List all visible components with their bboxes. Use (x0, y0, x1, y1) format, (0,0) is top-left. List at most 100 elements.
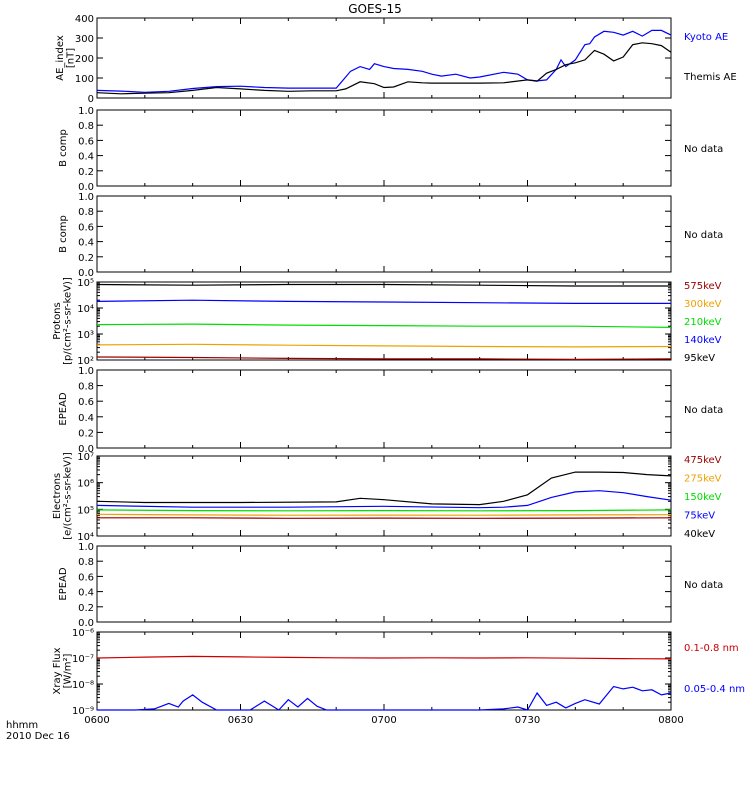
y-tick-label: 0.8 (78, 121, 94, 132)
y-tick-label: 300 (75, 34, 94, 45)
series-275kev (96, 513, 672, 516)
panel-frame (96, 369, 672, 449)
y-tick-label: 0.0 (78, 182, 94, 193)
legend-entry: 95keV (684, 353, 715, 364)
y-tick-label: 1.0 (78, 366, 94, 377)
panel-bcomp1: 0.0 0.2 0.4 0.6 0.8 1.0 B comp No data (58, 106, 723, 193)
series-475kev (97, 517, 672, 519)
series-95kev (96, 283, 671, 287)
y-tick-label: 0.6 (78, 136, 94, 147)
y-tick-label: 0.6 (78, 572, 94, 583)
panel-frame (96, 17, 672, 99)
x-tick-label: 0630 (228, 715, 253, 726)
y-tick-label: 10⁶ (77, 479, 94, 490)
legend-entry: 40keV (684, 529, 715, 540)
y-tick-label: 0.2 (78, 603, 94, 614)
legend-entry: Kyoto AE (684, 32, 728, 43)
y-tick-label: 0.4 (78, 152, 94, 163)
series-0-1-0-8-nm (96, 655, 672, 660)
series-300kev (96, 343, 672, 348)
y-tick-label: 0.2 (78, 167, 94, 178)
y-tick-label: 10² (77, 356, 94, 367)
y-tick-label: 10⁴ (77, 304, 94, 315)
panel-epead1: 0.0 0.2 0.4 0.6 0.8 1.0 EPEAD No data (58, 366, 723, 455)
series-140kev (96, 299, 671, 304)
y-tick-label: 10⁻⁸ (72, 680, 94, 691)
x-tick-label: 0800 (658, 715, 683, 726)
y-axis-label: B comp (58, 129, 69, 167)
y-tick-label: 400 (75, 14, 94, 25)
y-axis-label: EPEAD (58, 567, 69, 601)
legend-no-data: No data (684, 580, 723, 591)
series-kyoto-ae (96, 29, 672, 93)
legend-no-data: No data (684, 405, 723, 416)
y-tick-label: 0.0 (78, 618, 94, 629)
y-tick-label: 0.2 (78, 253, 94, 264)
y-tick-label: 0.6 (78, 397, 94, 408)
y-tick-label: 0.0 (78, 444, 94, 455)
legend-entry: Themis AE (683, 72, 737, 83)
chart-title: GOES-15 (348, 2, 402, 16)
legend-entry: 300keV (684, 299, 722, 310)
date-label: 2010 Dec 16 (6, 731, 70, 742)
series-75kev (96, 490, 672, 509)
y-tick-label: 100 (75, 74, 94, 85)
y-axis-label: AE_index[nT] (55, 35, 77, 81)
y-tick-label: 0.2 (78, 428, 94, 439)
panel-frame (96, 631, 672, 711)
y-tick-label: 10⁴ (77, 532, 94, 543)
series-210kev (96, 323, 672, 328)
legend-entry: 150keV (684, 492, 722, 503)
y-tick-label: 200 (75, 54, 94, 65)
series-40kev (96, 471, 672, 506)
y-axis-label: EPEAD (58, 392, 69, 426)
y-tick-label: 0.0 (78, 268, 94, 279)
y-tick-label: 10⁻⁷ (72, 654, 94, 665)
panel-ae: 0 100 200 300 400 AE_index[nT] Kyoto AE Themis … (55, 14, 737, 105)
legend-entry: 210keV (684, 317, 722, 328)
series-150kev (96, 509, 672, 512)
y-tick-label: 0.4 (78, 413, 94, 424)
panel-frame (96, 455, 672, 537)
panel-epead2: 0.0 0.2 0.4 0.6 0.8 1.0 EPEAD No data (58, 542, 723, 629)
legend-entry: 140keV (684, 335, 722, 346)
y-tick-label: 0.8 (78, 557, 94, 568)
legend-entry: 0.05-0.4 nm (684, 684, 745, 695)
y-tick-label: 1.0 (78, 192, 94, 203)
panel-frame (96, 545, 672, 623)
panel-frame (96, 281, 672, 361)
legend-entry: 75keV (684, 511, 715, 522)
series-575kev (96, 356, 672, 361)
y-axis-label: Electrons[e/(cm²-s-sr-keV)] (52, 452, 74, 540)
panel-bcomp2: 0.0 0.2 0.4 0.6 0.8 1.0 B comp No data (58, 192, 723, 279)
panel-frame (96, 109, 672, 187)
x-tick-label: 0730 (515, 715, 540, 726)
y-tick-label: 10³ (77, 330, 94, 341)
panel-frame (96, 195, 672, 273)
legend-entry: 475keV (684, 455, 722, 466)
y-tick-label: 10⁵ (77, 278, 94, 289)
x-tick-label: 0700 (371, 715, 396, 726)
y-tick-label: 1.0 (78, 106, 94, 117)
panels-group: 0 100 200 300 400 AE_index[nT] Kyoto AE Themis … (52, 14, 745, 726)
y-tick-label: 10⁵ (77, 505, 94, 516)
y-tick-label: 0 (88, 94, 94, 105)
y-tick-label: 0.6 (78, 222, 94, 233)
series-themis-ae (96, 42, 672, 95)
y-tick-label: 10⁷ (77, 452, 94, 463)
series-0-05-0-4-nm (97, 685, 672, 711)
legend-no-data: No data (684, 230, 723, 241)
y-axis-label: Xray Flux[W/m²] (52, 647, 74, 694)
legend-entry: 0.1-0.8 nm (684, 643, 739, 654)
y-tick-label: 10⁻⁹ (72, 706, 94, 717)
y-axis-label: Protons[p/(cm²-s-sr-keV)] (52, 277, 74, 365)
legend-entry: 275keV (684, 474, 722, 485)
legend-entry: 575keV (684, 281, 722, 292)
time-axis-label: hhmm (6, 720, 38, 731)
y-tick-label: 1.0 (78, 542, 94, 553)
y-tick-label: 0.8 (78, 207, 94, 218)
y-axis-label: B comp (58, 215, 69, 253)
